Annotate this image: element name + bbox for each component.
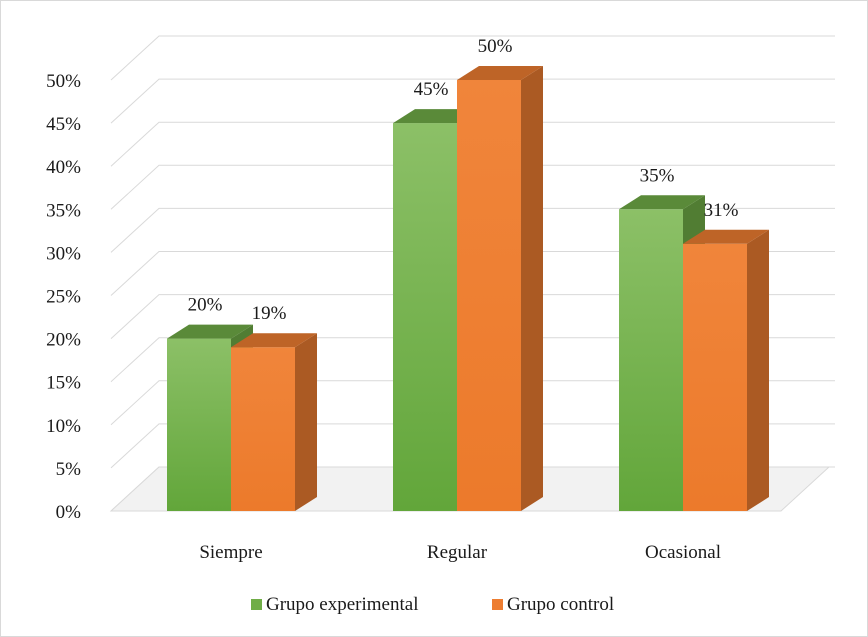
gridline [110,78,835,124]
bar-side [747,229,769,511]
legend-item: Grupo experimental [251,594,418,615]
legend: Grupo experimental Grupo control [251,594,614,615]
category-label: Siempre [199,542,262,563]
legend-swatch [251,599,262,610]
y-tick-label: 0% [56,502,82,523]
bar-front [457,80,521,511]
bar-side [295,333,317,511]
bar-top [167,324,253,339]
y-tick-label: 30% [46,243,81,264]
data-label: 50% [478,36,513,57]
bar-side [521,66,543,511]
y-axis: 0% 5% 10% 15% 20% 25% 30% 35% 40% 45% 50% [46,71,81,523]
data-label: 31% [704,200,739,221]
bar-top [231,333,317,348]
bar-front [619,209,683,512]
data-label: 20% [188,295,223,316]
y-tick-label: 40% [46,157,81,178]
grid-layer [110,35,835,512]
bar-front [231,347,295,511]
y-tick-label: 25% [46,287,81,308]
x-axis: Siempre Regular Ocasional [199,542,721,563]
data-labels: 20% 19% 45% 50% 35% 31% [188,36,739,324]
bar-top [619,195,705,210]
data-label: 35% [640,165,675,186]
bar-front [393,123,457,511]
legend-label: Grupo experimental [266,594,418,615]
category-label: Regular [427,542,488,563]
bar [231,333,317,511]
gridline [110,164,835,210]
y-tick-label: 5% [56,459,82,480]
y-tick-label: 45% [46,114,81,135]
bar [683,229,769,511]
data-label: 19% [252,303,287,324]
bar-top [683,229,769,244]
y-tick-label: 20% [46,330,81,351]
y-tick-label: 50% [46,71,81,92]
y-tick-label: 10% [46,416,81,437]
gridline [110,337,835,383]
gridline [110,380,835,426]
gridline [110,294,835,339]
bar-top [457,66,543,80]
gridline [110,35,835,81]
gridline [110,423,835,469]
category-label: Ocasional [645,542,721,563]
y-tick-label: 35% [46,200,81,221]
data-label: 45% [414,79,449,100]
gridline [110,207,835,253]
legend-swatch [492,599,503,610]
bar [457,66,543,511]
legend-label: Grupo control [507,594,614,615]
gridline [110,251,835,296]
bar-front [683,243,747,511]
bar-front [167,338,231,511]
y-tick-label: 15% [46,373,81,394]
legend-item: Grupo control [492,594,614,615]
bars-layer [167,66,769,512]
gridline [110,121,835,167]
